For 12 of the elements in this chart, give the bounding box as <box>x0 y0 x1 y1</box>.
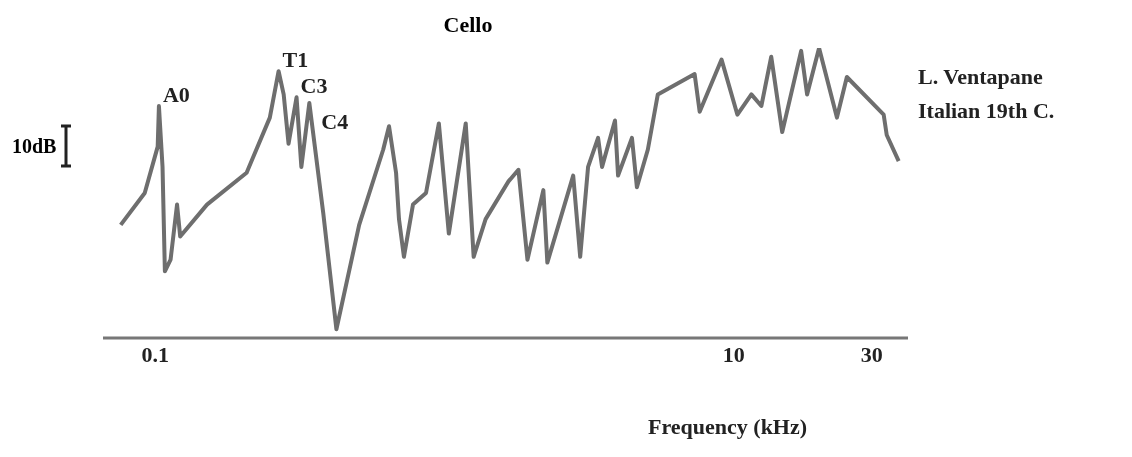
annotation: A0 <box>162 82 190 107</box>
text: L. Ventapane <box>918 63 1044 91</box>
x-tick-label: 0.1 <box>141 341 169 367</box>
x-tick-label: 30 <box>860 341 883 367</box>
annotation: C4 <box>321 109 349 135</box>
annotation: T1 <box>282 47 309 73</box>
chart-title: Cello <box>442 12 494 38</box>
text: Italian 19th C. <box>918 97 1055 125</box>
x-axis-title: Frequency (kHz) <box>648 414 808 440</box>
annotation: C3 <box>300 73 328 99</box>
text: 10dB <box>12 134 57 158</box>
x-tick-label: 10 <box>722 341 745 367</box>
